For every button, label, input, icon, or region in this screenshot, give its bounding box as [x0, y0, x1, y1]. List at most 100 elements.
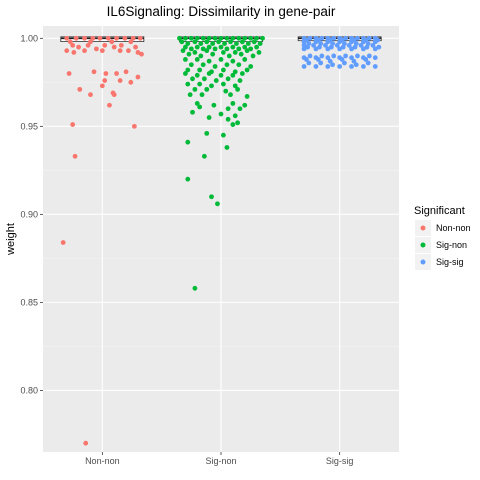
data-point — [117, 48, 123, 54]
data-point — [204, 86, 210, 92]
data-point — [234, 41, 239, 47]
data-point — [99, 83, 105, 89]
data-point — [201, 153, 207, 159]
data-point — [376, 44, 382, 50]
data-point — [337, 46, 343, 52]
data-point — [215, 201, 220, 207]
legend-label: Sig-non — [436, 240, 467, 250]
data-point — [185, 139, 191, 145]
axes: 0.80 0.85 0.90 0.95 1.00 Non-non Sig-non Sig-si… — [20, 33, 353, 466]
data-point — [313, 39, 319, 45]
data-point — [64, 35, 70, 41]
data-point — [67, 39, 73, 45]
data-point — [232, 113, 238, 119]
data-point — [200, 46, 206, 52]
data-point — [183, 35, 188, 41]
data-point — [228, 39, 233, 45]
data-point — [192, 285, 198, 291]
data-point — [213, 78, 219, 83]
data-point — [355, 35, 360, 41]
data-point — [242, 35, 248, 41]
data-point — [325, 39, 331, 45]
data-point — [185, 81, 191, 87]
data-point — [123, 69, 129, 75]
data-point — [250, 53, 256, 59]
data-point — [206, 71, 212, 76]
legend: Significant Non-non Sig-non Sig-sig — [414, 205, 471, 270]
data-point — [349, 39, 354, 45]
legend-label: Sig-sig — [436, 257, 464, 267]
data-point — [187, 92, 193, 98]
data-point — [139, 51, 144, 57]
data-point — [251, 39, 257, 45]
data-point — [232, 83, 238, 89]
data-point — [225, 116, 231, 122]
data-point — [225, 106, 231, 112]
data-point — [188, 35, 194, 41]
data-point — [218, 72, 224, 78]
data-point — [206, 58, 212, 64]
data-point — [237, 106, 243, 112]
data-point — [77, 86, 83, 92]
chart-title: IL6Signaling: Dissimilarity in gene-pair — [107, 4, 336, 19]
data-point — [349, 64, 354, 69]
data-point — [337, 39, 343, 45]
data-point — [331, 35, 337, 41]
data-point — [128, 39, 134, 45]
y-axis-title: weight — [5, 223, 17, 256]
boxplot-box — [60, 36, 145, 42]
data-point — [190, 76, 195, 82]
data-point — [224, 35, 230, 41]
data-point — [306, 60, 312, 66]
data-point — [224, 145, 230, 150]
data-point — [342, 60, 347, 66]
data-point — [331, 53, 337, 59]
data-points — [60, 35, 382, 446]
data-point — [372, 39, 378, 45]
data-point — [210, 41, 216, 47]
data-point — [198, 53, 204, 59]
data-point — [111, 92, 117, 98]
data-point — [192, 50, 198, 55]
data-point — [236, 35, 242, 41]
data-point — [194, 101, 200, 106]
data-point — [130, 35, 136, 41]
data-point — [366, 53, 372, 59]
y-tick-label: 1.00 — [20, 33, 38, 43]
data-point — [66, 71, 72, 76]
legend-marker — [420, 242, 426, 248]
data-point — [117, 78, 123, 83]
data-point — [206, 44, 212, 50]
data-point — [131, 123, 137, 129]
data-point — [220, 132, 226, 138]
data-point — [85, 42, 91, 48]
data-point — [218, 111, 224, 117]
data-point — [185, 41, 191, 47]
data-point — [327, 58, 333, 64]
data-point — [222, 41, 227, 47]
data-point — [103, 71, 109, 76]
data-point — [242, 57, 248, 62]
grid-lines — [43, 26, 399, 452]
data-point — [260, 35, 265, 41]
data-point — [204, 130, 210, 136]
data-point — [235, 120, 241, 126]
data-point — [239, 39, 245, 45]
x-tick-label: Sig-sig — [326, 456, 354, 466]
data-point — [230, 122, 236, 127]
data-point — [220, 50, 226, 55]
data-point — [212, 64, 218, 69]
data-point — [343, 35, 348, 41]
data-point — [244, 94, 250, 99]
data-point — [197, 104, 203, 110]
data-point — [248, 35, 254, 41]
data-point — [180, 48, 186, 54]
data-point — [200, 35, 206, 41]
data-point — [248, 64, 254, 69]
x-tick-label: Non-non — [85, 456, 120, 466]
data-point — [349, 55, 354, 61]
data-point — [218, 35, 224, 41]
data-point — [230, 35, 236, 41]
